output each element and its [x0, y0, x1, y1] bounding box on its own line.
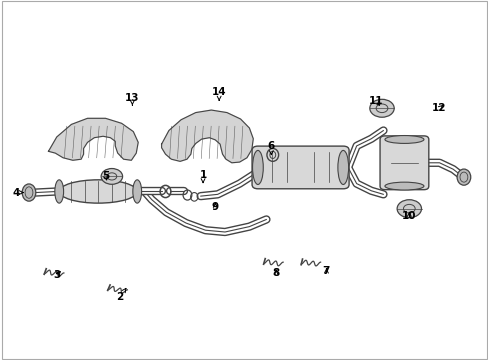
Circle shape: [369, 99, 393, 117]
Text: 11: 11: [368, 96, 383, 106]
Text: 10: 10: [401, 211, 416, 221]
Circle shape: [396, 200, 421, 218]
Circle shape: [101, 168, 122, 184]
Text: 14: 14: [211, 87, 226, 100]
Ellipse shape: [59, 180, 137, 203]
Ellipse shape: [384, 182, 423, 190]
Text: 3: 3: [53, 270, 61, 280]
Ellipse shape: [337, 150, 348, 184]
Ellipse shape: [456, 169, 470, 185]
Text: 6: 6: [267, 141, 274, 154]
Ellipse shape: [384, 135, 423, 143]
Text: 4: 4: [13, 188, 23, 198]
Ellipse shape: [252, 150, 263, 184]
Ellipse shape: [22, 184, 36, 201]
Text: 1: 1: [199, 170, 206, 183]
Ellipse shape: [133, 180, 142, 203]
Text: 5: 5: [102, 171, 109, 181]
Polygon shape: [48, 118, 138, 160]
Text: 13: 13: [125, 93, 139, 105]
Text: 7: 7: [322, 266, 329, 276]
Text: 8: 8: [272, 268, 279, 278]
Ellipse shape: [55, 180, 63, 203]
FancyBboxPatch shape: [251, 146, 348, 189]
Text: 2: 2: [116, 288, 126, 302]
Polygon shape: [161, 110, 253, 163]
FancyBboxPatch shape: [379, 136, 428, 190]
Text: 12: 12: [431, 103, 446, 113]
Text: 9: 9: [211, 202, 218, 212]
